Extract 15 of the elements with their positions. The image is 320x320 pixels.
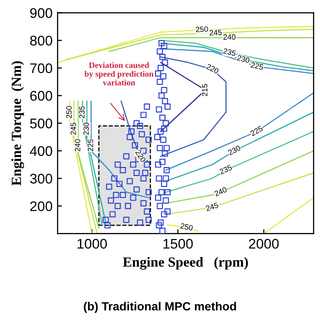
y-tick-label: 900 [30,8,52,18]
text: (b) Traditional MPC method [84,302,236,313]
annotation: Deviation caused by speed prediction variation [84,62,154,86]
y-axis-title: Engine Torque (Nm) [11,61,24,186]
y-tick-label: 600 [30,90,52,101]
y-tick-label: 400 [30,146,52,156]
x-tick-label: 1000 [78,238,107,249]
y-tick-label: 800 [30,36,52,46]
y-tick-label: 500 [30,118,52,128]
x-tick-label: 1500 [163,238,193,249]
y-tick-label: 700 [30,63,52,74]
y-tick-label: 200 [30,201,52,212]
x-tick-label: 2000 [249,238,279,249]
x-axis-title: Engine Speed (rpm) [122,256,248,270]
y-tick-label: 300 [30,174,52,184]
